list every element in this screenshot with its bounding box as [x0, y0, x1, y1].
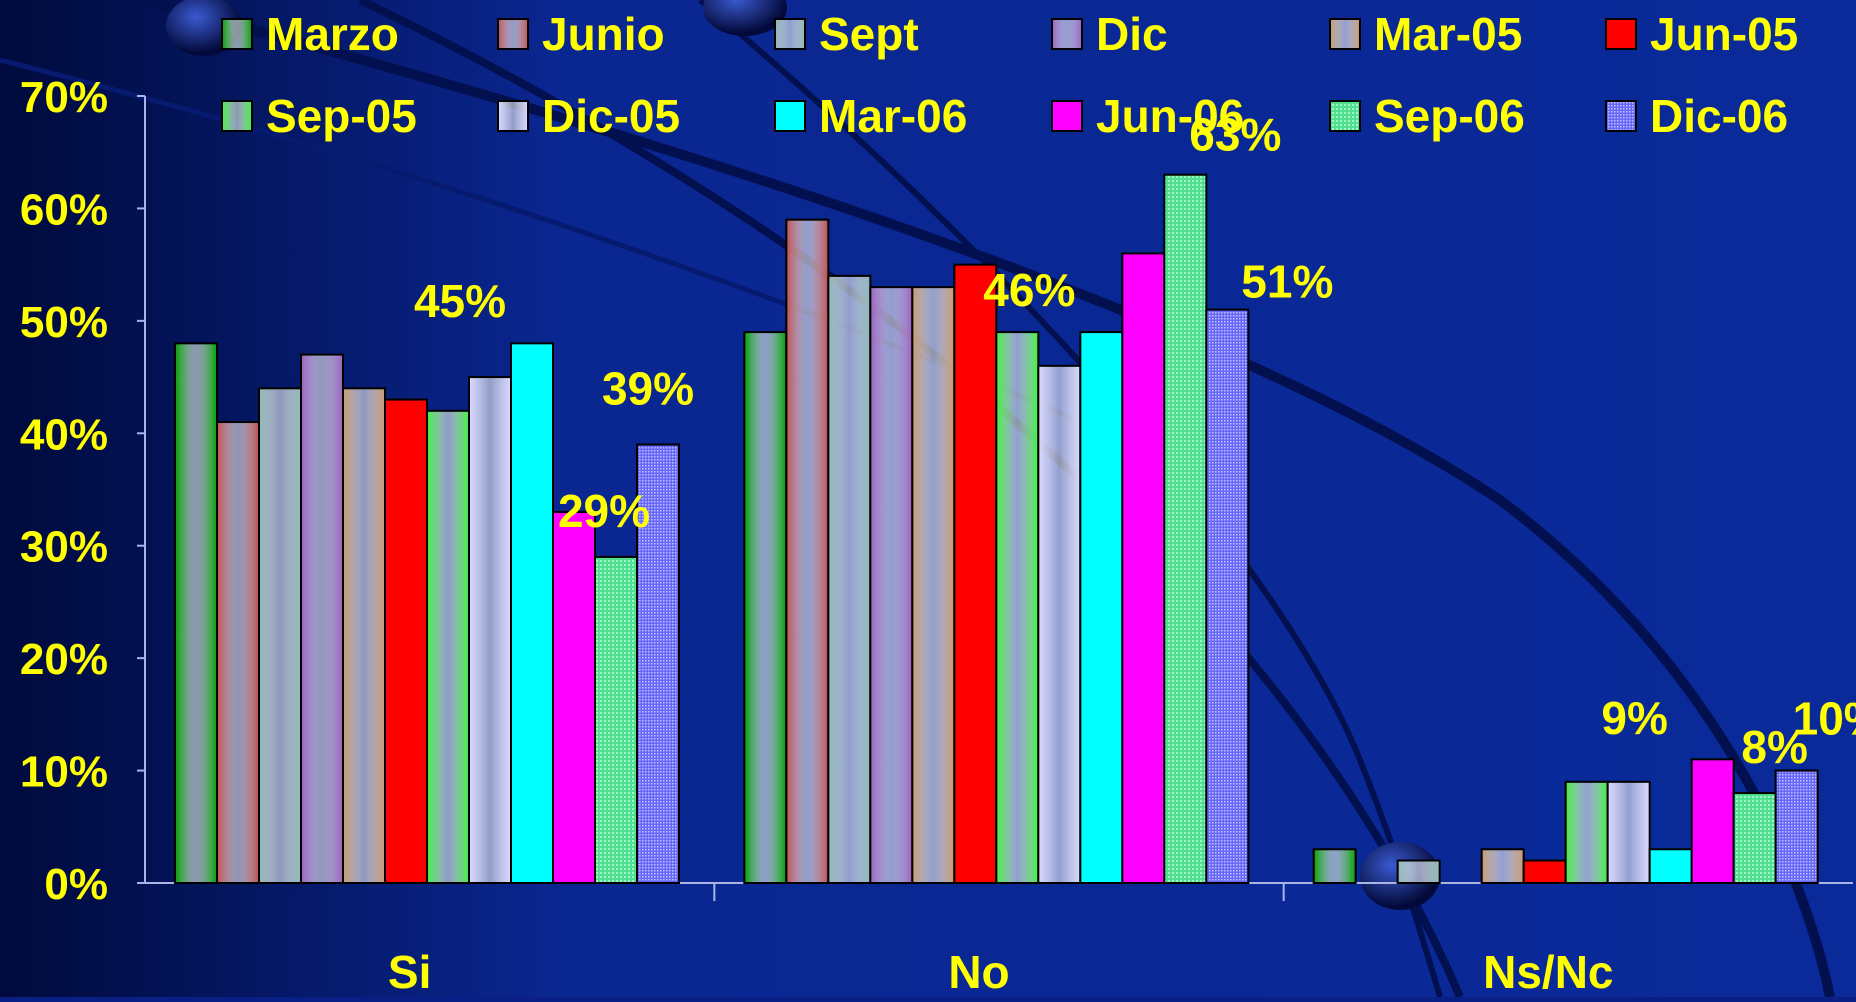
y-tick-label: 70% [20, 73, 108, 122]
x-category-label: Si [388, 946, 431, 997]
legend-label: Sept [819, 8, 919, 60]
legend-label: Dic-05 [542, 90, 680, 142]
y-axis-tick-labels: 0% 10% 20% 30% 40% 50% 60% 70% [20, 73, 108, 909]
bar-ns-nc-dic-05 [1606, 780, 1651, 884]
data-label: 9% [1601, 692, 1667, 744]
legend-label: Marzo [266, 8, 399, 60]
bar-no-mar-05 [911, 286, 956, 884]
legend-label: Junio [542, 8, 665, 60]
bar-ns-nc-sept [1396, 859, 1441, 884]
bar-si-mar-06 [510, 342, 554, 885]
legend-label: Mar-06 [819, 90, 967, 142]
legend: Marzo Junio Sept Dic Mar-05 Jun-05 Sep-05 Dic-0… [221, 8, 1798, 142]
bar-no-sep-05 [995, 331, 1040, 885]
bar-no-jun-06 [1121, 252, 1166, 884]
legend-label: Sep-05 [266, 90, 417, 142]
data-label: 8% [1741, 721, 1807, 773]
y-tick-label: 40% [20, 410, 108, 459]
bar-ns-nc-dic-06 [1774, 769, 1819, 884]
legend-swatch [1329, 100, 1361, 132]
y-tick-label: 10% [20, 748, 108, 797]
bar-si-jun-06 [552, 510, 596, 884]
bar-no-marzo [743, 331, 788, 885]
bar-no-dic [869, 286, 914, 884]
legend-swatch [1605, 18, 1637, 50]
bar-ns-nc-sep-06 [1732, 792, 1777, 884]
data-label: 63% [1189, 109, 1281, 161]
x-category-label: No [948, 946, 1009, 997]
legend-label: Jun-05 [1650, 8, 1798, 60]
legend-swatch [221, 18, 253, 50]
data-labels: 45% 29% 39% 46% 63% 51% 9% 8%10% [414, 109, 1856, 773]
x-axis-category-labels: Si No Ns/Nc [388, 946, 1614, 998]
bar-si-marzo [174, 342, 218, 885]
data-label: 39% [602, 363, 694, 415]
data-label: 46% [983, 264, 1075, 316]
bar-no-dic-05 [1037, 364, 1082, 885]
legend-swatch [1051, 18, 1083, 50]
y-tick-label: 0% [44, 860, 108, 909]
bar-si-sept [258, 387, 302, 884]
legend-swatch [1051, 100, 1083, 132]
bar-si-mar-05 [342, 387, 386, 884]
bar-si-sep-05 [426, 409, 470, 884]
bar-no-sept [827, 274, 872, 884]
y-tick-label: 60% [20, 185, 108, 234]
data-label: 10% [1793, 693, 1856, 745]
y-tick-label: 30% [20, 523, 108, 572]
data-label: 51% [1241, 256, 1333, 308]
bar-si-dic-06 [636, 443, 680, 884]
bar-ns-nc-jun-05 [1522, 859, 1567, 884]
bar-si-dic [300, 353, 344, 885]
bar-no-mar-06 [1079, 331, 1124, 885]
legend-label: Jun-06 [1096, 90, 1244, 142]
legend-swatch [774, 18, 806, 50]
bar-ns-nc-jun-06 [1690, 758, 1735, 884]
bar-ns-nc-marzo [1312, 848, 1357, 884]
bar-no-dic-06 [1205, 308, 1250, 885]
bars [174, 173, 1819, 885]
bar-ns-nc-mar-06 [1648, 848, 1693, 884]
bar-si-sep-06 [594, 555, 638, 884]
legend-label: Sep-06 [1374, 90, 1525, 142]
legend-swatch [497, 18, 529, 50]
legend-swatch [1329, 18, 1361, 50]
legend-label: Dic-06 [1650, 90, 1788, 142]
legend-swatch [1605, 100, 1637, 132]
bar-ns-nc-sep-05 [1564, 780, 1609, 884]
bar-si-jun-05 [384, 398, 428, 884]
x-category-label: Ns/Nc [1483, 946, 1613, 997]
legend-label: Dic [1096, 8, 1168, 60]
bar-si-dic-05 [468, 376, 512, 884]
legend-swatch [774, 100, 806, 132]
data-label: 29% [558, 485, 650, 537]
legend-label: Mar-05 [1374, 8, 1522, 60]
y-tick-label: 50% [20, 298, 108, 347]
bar-si-junio [216, 421, 260, 884]
y-tick-label: 20% [20, 635, 108, 684]
data-label: 45% [414, 275, 506, 327]
legend-swatch [221, 100, 253, 132]
bar-ns-nc-mar-05 [1480, 848, 1525, 884]
bar-no-jun-05 [953, 263, 998, 884]
legend-swatch [497, 100, 529, 132]
bar-no-sep-06 [1163, 173, 1208, 884]
bar-no-junio [785, 218, 830, 884]
